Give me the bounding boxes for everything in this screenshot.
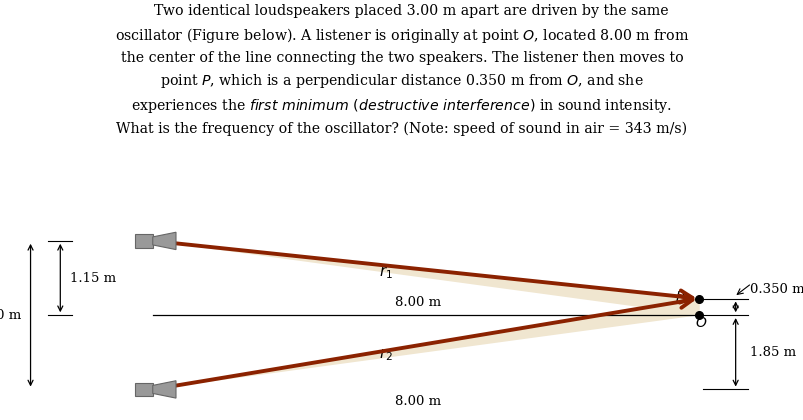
Bar	[135, 234, 153, 248]
Polygon shape	[153, 381, 176, 398]
Text: 3.00 m: 3.00 m	[0, 309, 21, 322]
Text: $O$: $O$	[695, 317, 707, 331]
Text: $P$: $P$	[674, 290, 684, 304]
Text: Two identical loudspeakers placed 3.00 m apart are driven by the same
oscillator: Two identical loudspeakers placed 3.00 m…	[115, 4, 688, 136]
Bar	[135, 383, 153, 396]
Text: 1.85 m: 1.85 m	[749, 346, 795, 359]
Text: $r_1$: $r_1$	[378, 264, 393, 281]
Text: 0.350 m: 0.350 m	[749, 284, 803, 297]
Text: 8.00 m: 8.00 m	[394, 297, 441, 310]
Text: 1.15 m: 1.15 m	[70, 272, 116, 284]
Text: $r_2$: $r_2$	[378, 346, 393, 363]
Polygon shape	[153, 299, 699, 389]
Polygon shape	[153, 241, 699, 315]
Text: 8.00 m: 8.00 m	[394, 395, 441, 408]
Polygon shape	[153, 232, 176, 249]
